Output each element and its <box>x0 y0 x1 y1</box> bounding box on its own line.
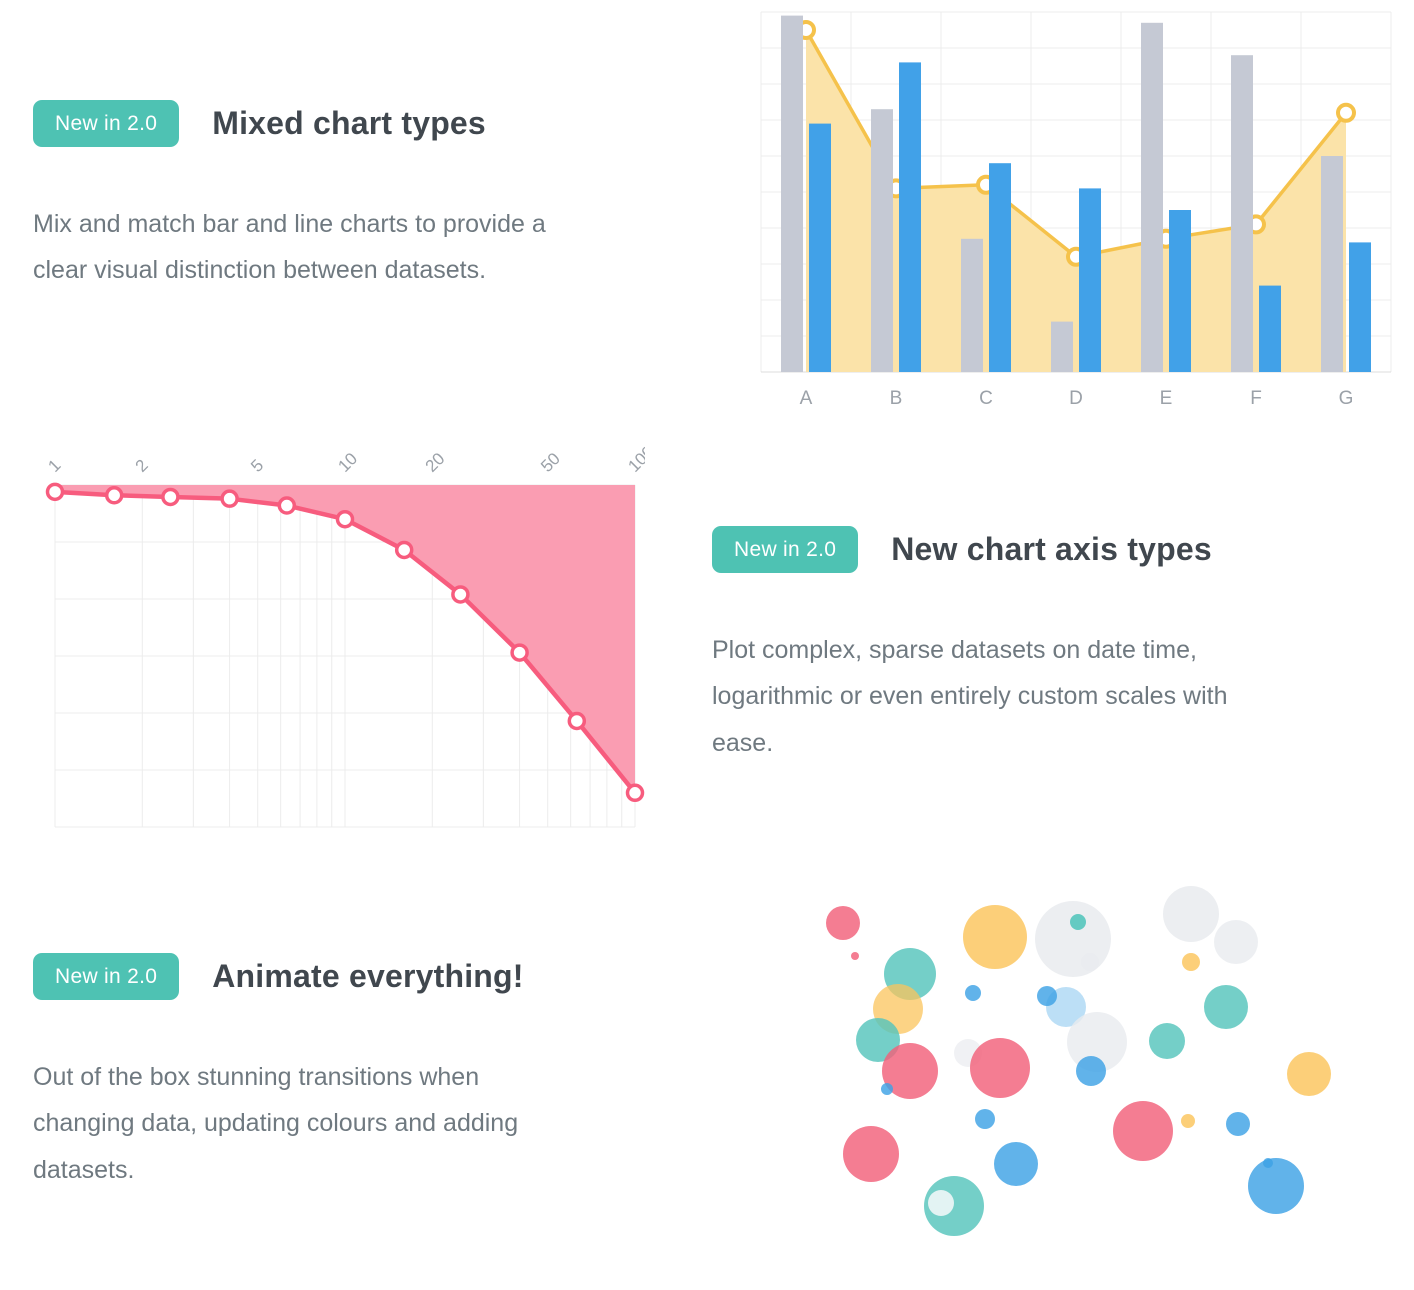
svg-text:50: 50 <box>537 449 564 476</box>
feature-title-new-chart-axis-types: New chart axis types <box>891 531 1212 567</box>
feature-description-mixed-chart-types: Mix and match bar and line charts to pro… <box>33 210 546 285</box>
new-in-2-badge: New in 2.0 <box>33 100 180 147</box>
mixed-bar-line-chart: A B C D E F G <box>760 11 1392 409</box>
svg-text:20: 20 <box>422 449 449 476</box>
svg-text:5: 5 <box>247 456 267 476</box>
feature-animate-everything: New in 2.0 Animate everything! Out of th… <box>33 953 683 1193</box>
feature-title-mixed-chart-types: Mixed chart types <box>212 105 486 141</box>
svg-text:1: 1 <box>44 456 64 476</box>
logarithmic-line-chart: 1 2 5 10 20 50 100 <box>44 442 645 828</box>
svg-text:C: C <box>979 388 993 409</box>
svg-text:D: D <box>1069 388 1083 409</box>
new-in-2-badge: New in 2.0 <box>33 953 180 1000</box>
svg-text:B: B <box>890 388 903 409</box>
svg-text:100: 100 <box>624 442 645 475</box>
bubble-chart <box>826 886 1331 1236</box>
feature-new-chart-axis-types: New in 2.0 New chart axis types Plot com… <box>712 526 1372 766</box>
feature-description-new-chart-axis-types: Plot complex, sparse datasets on date ti… <box>712 636 1228 757</box>
svg-text:F: F <box>1250 388 1262 409</box>
feature-header: New in 2.0 Mixed chart types <box>33 100 723 147</box>
svg-text:E: E <box>1160 388 1173 409</box>
feature-title-animate-everything: Animate everything! <box>212 958 524 994</box>
feature-header: New in 2.0 New chart axis types <box>712 526 1372 573</box>
new-in-2-badge: New in 2.0 <box>712 526 859 573</box>
svg-text:10: 10 <box>334 449 361 476</box>
svg-text:2: 2 <box>132 456 152 476</box>
feature-description-animate-everything: Out of the box stunning transitions when… <box>33 1063 519 1184</box>
feature-header: New in 2.0 Animate everything! <box>33 953 683 1000</box>
svg-text:G: G <box>1339 388 1354 409</box>
feature-mixed-chart-types: New in 2.0 Mixed chart types Mix and mat… <box>33 100 723 294</box>
svg-text:A: A <box>800 388 813 409</box>
